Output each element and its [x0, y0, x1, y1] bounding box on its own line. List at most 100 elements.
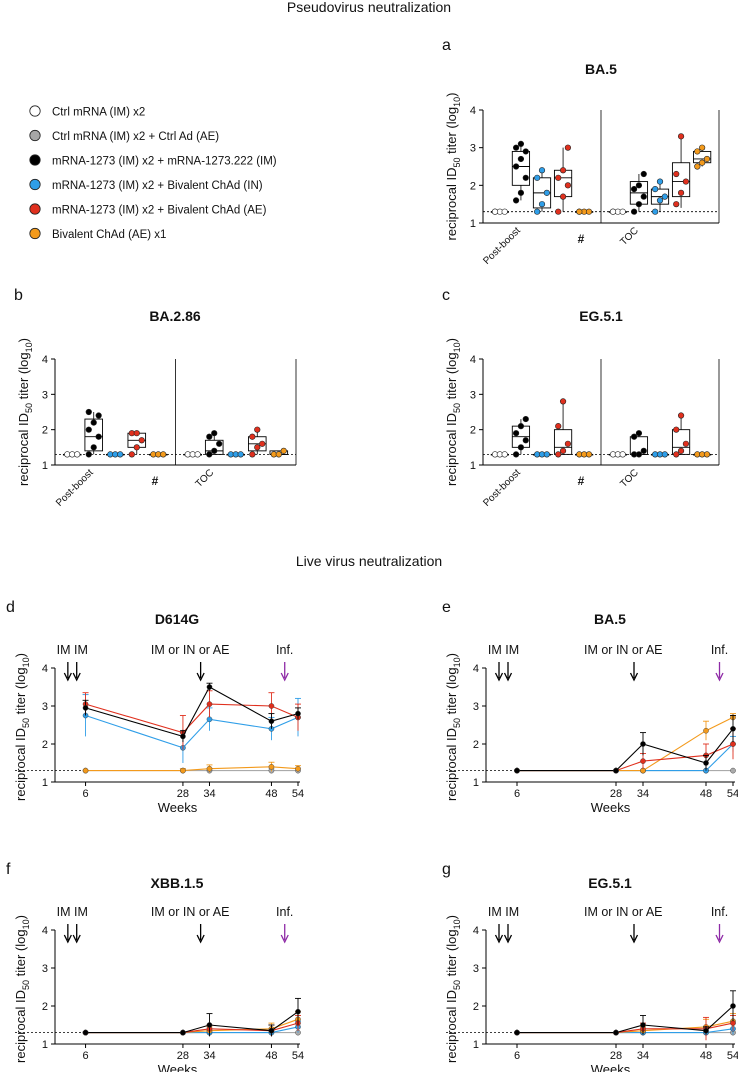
data-point — [295, 710, 301, 717]
data-point — [630, 433, 638, 440]
data-point — [630, 186, 638, 193]
annotation: Inf. — [276, 905, 293, 944]
legend-marker — [29, 105, 41, 117]
x-tick-label: 48 — [265, 788, 277, 800]
data-point — [703, 1027, 709, 1034]
x-tick-label: 54 — [727, 1050, 738, 1062]
x-tick-label: 48 — [265, 1050, 277, 1062]
panel-b: b BA.2.86 reciprocal ID50 titer (log10) 1 2 3… — [14, 287, 297, 509]
series — [514, 715, 736, 774]
box — [629, 170, 649, 215]
y-tick-label: 2 — [470, 425, 476, 437]
x-tick-label: 28 — [610, 788, 622, 800]
data-point — [512, 451, 520, 458]
data-point — [522, 174, 529, 181]
y-axis-label: reciprocal ID50 titer (log10) — [16, 338, 34, 486]
data-point — [90, 419, 97, 426]
annotation: IM IM — [488, 643, 519, 682]
data-point — [640, 170, 647, 178]
data-point — [609, 208, 617, 215]
arrow-head — [72, 672, 81, 682]
data-point — [730, 767, 736, 774]
data-point — [268, 703, 275, 709]
data-point — [133, 430, 140, 437]
data-point — [652, 186, 659, 193]
arrow-head — [494, 672, 504, 682]
data-point — [682, 440, 690, 447]
data-point — [559, 167, 567, 174]
series — [82, 690, 301, 750]
data-point — [501, 451, 508, 458]
data-point — [249, 451, 256, 458]
data-point — [661, 193, 668, 200]
data-point — [512, 197, 520, 204]
data-point — [82, 705, 89, 711]
data-point — [656, 178, 664, 185]
data-point — [564, 182, 572, 189]
data-point — [673, 170, 680, 178]
annotation-text: IM IM — [488, 643, 519, 657]
data-point — [640, 447, 647, 454]
data-point — [635, 201, 643, 208]
y-tick-label: 3 — [42, 963, 48, 975]
x-tick-label: 28 — [177, 1050, 189, 1062]
data-point — [268, 764, 275, 770]
data-point — [206, 1022, 213, 1028]
box — [183, 451, 202, 458]
data-point — [522, 148, 529, 155]
data-point — [677, 133, 685, 140]
data-point — [514, 767, 520, 774]
data-point — [635, 430, 643, 437]
data-point — [559, 193, 567, 200]
y-tick-label: 4 — [470, 354, 476, 366]
legend-marker — [29, 178, 41, 191]
box — [532, 167, 552, 215]
box — [575, 451, 594, 458]
arrow-head — [280, 672, 289, 682]
data-point — [194, 451, 201, 458]
y-tick-label: 1 — [42, 777, 48, 789]
data-point — [517, 140, 525, 147]
annotation-text: Inf. — [711, 643, 728, 657]
data-point — [514, 1029, 520, 1036]
box — [490, 208, 509, 215]
annotation: IM or IN or AE — [151, 905, 229, 944]
box-body — [671, 429, 691, 455]
data-point — [138, 437, 145, 444]
data-point — [268, 718, 275, 725]
series — [82, 761, 301, 774]
box — [269, 447, 289, 458]
annotation-text: IM or IN or AE — [151, 643, 230, 657]
legend-marker — [29, 154, 41, 166]
y-axis-label: reciprocal ID50 titer (log10) — [444, 93, 462, 241]
data-point — [211, 430, 218, 437]
data-point — [635, 182, 643, 189]
panel-letter: e — [442, 599, 451, 616]
panel-letter: f — [6, 861, 11, 878]
legend-label: mRNA-1273 (IM) x2 + Bivalent ChAd (IN) — [52, 180, 263, 192]
arrow-head — [196, 934, 205, 944]
box — [553, 144, 573, 215]
box — [671, 412, 691, 458]
y-tick-label: 1 — [42, 460, 48, 472]
data-point — [543, 451, 550, 458]
data-point — [730, 741, 736, 747]
annotation: IM or IN or AE — [584, 643, 663, 682]
box — [105, 451, 125, 458]
panel-letter: b — [14, 287, 23, 304]
data-point — [512, 430, 520, 437]
x-tick-label: 28 — [610, 1050, 622, 1062]
y-tick-label: 3 — [42, 701, 48, 713]
panel-letter: c — [442, 287, 450, 304]
annotation: IM IM — [57, 905, 88, 944]
data-point — [517, 444, 525, 451]
data-point — [564, 440, 572, 447]
x-tick-label: 34 — [203, 1050, 215, 1062]
data-point — [206, 433, 213, 440]
data-point — [703, 155, 711, 163]
legend-label: mRNA-1273 (IM) x2 + Bivalent ChAd (AE) — [52, 205, 267, 217]
x-axis-label: Weeks — [591, 1062, 631, 1072]
box — [650, 178, 670, 215]
data-point — [206, 716, 213, 723]
